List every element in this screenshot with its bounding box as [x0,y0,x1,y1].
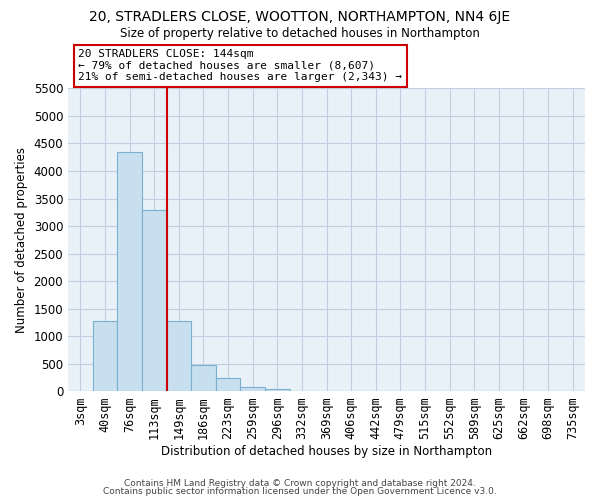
Text: Contains HM Land Registry data © Crown copyright and database right 2024.: Contains HM Land Registry data © Crown c… [124,478,476,488]
Bar [142,210,167,392]
Bar [216,378,241,392]
Text: 20 STRADLERS CLOSE: 144sqm
← 79% of detached houses are smaller (8,607)
21% of s: 20 STRADLERS CLOSE: 144sqm ← 79% of deta… [79,49,403,82]
Bar [167,322,191,392]
Bar [265,389,290,392]
Text: Size of property relative to detached houses in Northampton: Size of property relative to detached ho… [120,28,480,40]
Bar [117,152,142,392]
Bar [92,322,117,392]
X-axis label: Distribution of detached houses by size in Northampton: Distribution of detached houses by size … [161,444,492,458]
Text: Contains public sector information licensed under the Open Government Licence v3: Contains public sector information licen… [103,487,497,496]
Bar [241,387,265,392]
Text: 20, STRADLERS CLOSE, WOOTTON, NORTHAMPTON, NN4 6JE: 20, STRADLERS CLOSE, WOOTTON, NORTHAMPTO… [89,10,511,24]
Bar [191,365,216,392]
Y-axis label: Number of detached properties: Number of detached properties [15,147,28,333]
